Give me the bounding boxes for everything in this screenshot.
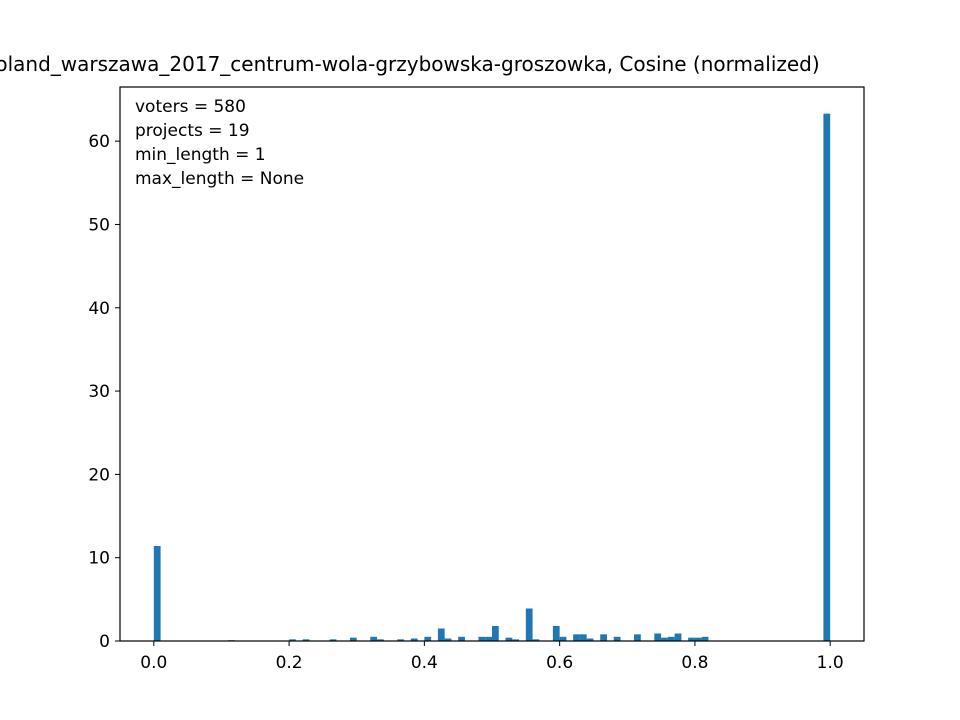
histogram-bar [694, 637, 702, 641]
histogram-bar [478, 636, 486, 641]
histogram-bar [559, 636, 567, 641]
histogram-bar [370, 636, 378, 641]
y-tick-label: 60 [88, 132, 110, 152]
y-tick-label: 20 [88, 465, 110, 485]
x-tick-label: 0.0 [140, 653, 167, 673]
y-tick-label: 40 [88, 299, 110, 319]
histogram-bar [586, 638, 594, 641]
histogram-bar [674, 633, 682, 641]
histogram-bar [289, 639, 296, 641]
histogram-bar [153, 546, 161, 641]
x-tick-label: 0.2 [276, 653, 303, 673]
annotation-line: max_length = None [135, 169, 304, 189]
histogram-bar [600, 634, 607, 641]
y-tick-label: 10 [88, 549, 110, 569]
y-tick-label: 50 [88, 215, 110, 235]
chart-title-text: Poland_warszawa_2017_centrum-wola-grzybo… [0, 52, 820, 76]
histogram-bar [532, 639, 540, 641]
histogram-bar [654, 633, 662, 641]
y-tick-label: 0 [99, 632, 110, 652]
annotation-line: voters = 580 [135, 97, 246, 117]
chart-title: Poland_warszawa_2017_centrum-wola-grzybo… [0, 52, 960, 82]
y-axis: 0 10 20 30 40 50 60 [88, 132, 120, 652]
histogram-bar [505, 637, 513, 641]
histogram-bar [437, 628, 445, 641]
histogram-bar [424, 636, 432, 641]
histogram-bar [823, 113, 831, 641]
histogram-bar [701, 636, 709, 641]
histogram-bar [525, 608, 533, 641]
histogram-bar [573, 634, 580, 641]
histogram-bar [512, 639, 520, 641]
histogram-bar [302, 639, 310, 641]
histogram-bar [349, 637, 357, 641]
histogram-bar [410, 638, 418, 641]
annotation-line: projects = 19 [135, 121, 250, 141]
histogram-bar [458, 636, 465, 641]
histogram-bar [492, 626, 499, 641]
histogram-bar [634, 634, 641, 641]
histogram-bar [688, 637, 695, 641]
x-tick-label: 0.6 [546, 653, 573, 673]
histogram-bar [613, 636, 621, 641]
y-tick-label: 30 [88, 382, 110, 402]
histogram-bar [329, 639, 337, 641]
histogram-bar [485, 636, 492, 641]
histogram-bar [444, 638, 452, 641]
histogram-bar [397, 639, 405, 641]
x-tick-label: 0.4 [411, 653, 438, 673]
histogram-bars [153, 113, 831, 641]
annotation-line: min_length = 1 [135, 145, 266, 165]
histogram-bar [661, 637, 668, 641]
histogram-bar [579, 634, 587, 641]
x-tick-label: 1.0 [817, 653, 844, 673]
x-tick-label: 0.8 [681, 653, 708, 673]
x-axis: 0.0 0.2 0.4 0.6 0.8 1.0 [140, 641, 844, 673]
histogram-bar [667, 636, 675, 641]
histogram-bar [377, 639, 384, 641]
histogram-bar [552, 626, 560, 641]
stats-annotation: voters = 580 projects = 19 min_length = 1 m… [135, 97, 304, 189]
plot-frame [119, 86, 865, 642]
